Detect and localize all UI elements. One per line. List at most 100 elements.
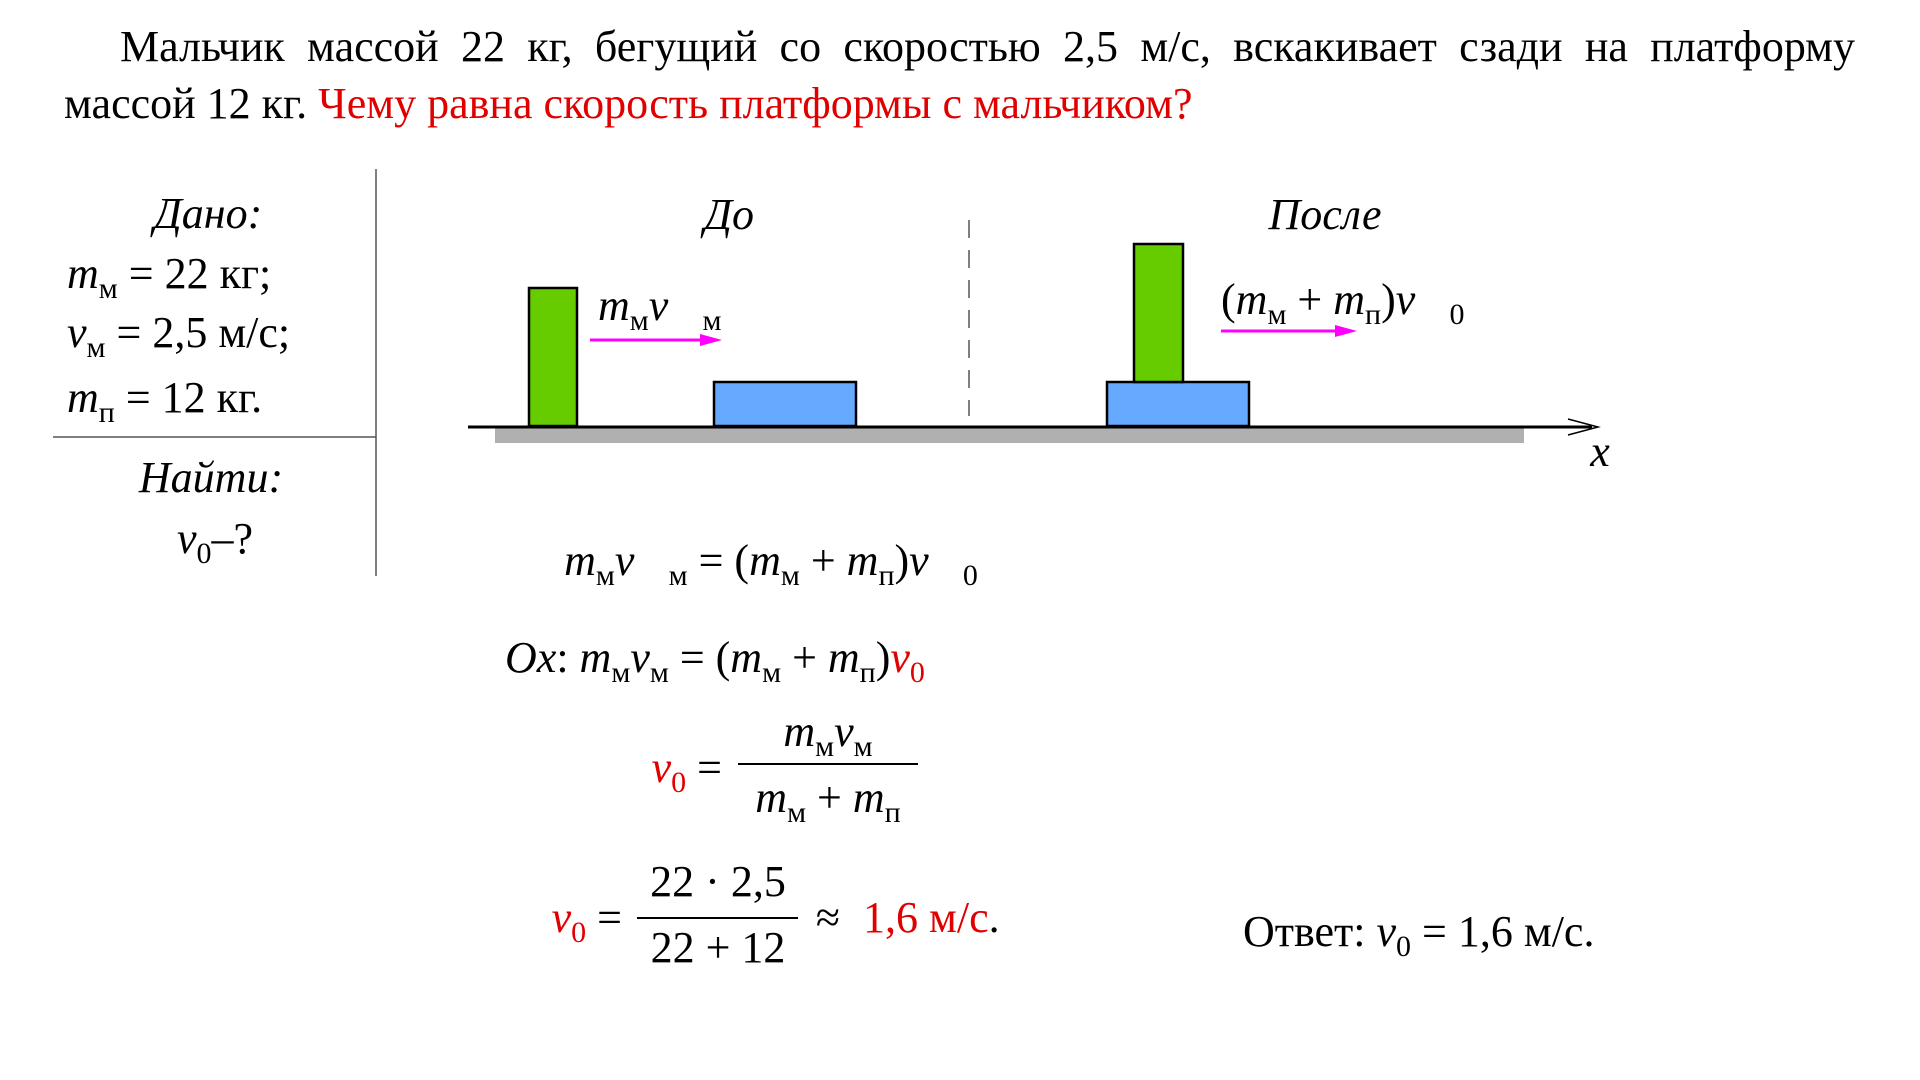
formula-part: 0 (571, 916, 586, 949)
formula-part: v (834, 707, 854, 756)
formula-part: + (800, 536, 847, 585)
formula-part: v (652, 743, 672, 792)
formula-part: ( (1221, 275, 1236, 324)
formula-part: m (580, 633, 612, 682)
formula-part: = 1,6 м/с. (1411, 907, 1594, 956)
formula-part: v (890, 633, 910, 682)
formula-part: 0 (197, 537, 212, 570)
formula-part: м (99, 272, 118, 305)
formula-part: 0 (963, 559, 978, 592)
formula-part: m (67, 373, 99, 422)
formula-part: ) (895, 536, 910, 585)
formula-part: 0 (910, 656, 925, 689)
formula-part: v⃗ (615, 536, 669, 585)
formula-part: 0 (671, 766, 686, 799)
formula-part: m (847, 536, 879, 585)
answer: Ответ: v0 = 1,6 м/с. (1243, 907, 1594, 963)
given-line: mм = 22 кг; (67, 249, 271, 305)
formula-part: м (815, 730, 834, 763)
eq4-numerator: 22 · 2,5 (650, 857, 786, 906)
given-line: mп = 12 кг. (67, 373, 262, 429)
formula-part: m (749, 536, 781, 585)
formula-part: m (1333, 275, 1365, 324)
formula-part: m (67, 249, 99, 298)
formula-part: –? (211, 514, 254, 563)
formula-part: m (828, 633, 860, 682)
formula-part: m (783, 707, 815, 756)
eq3-numerator: mмvм (783, 707, 872, 763)
platform-after (1105, 380, 1251, 428)
formula-part: v⃗ (909, 536, 963, 585)
eq3-lhs: v0 = (652, 743, 722, 799)
formula-part: = ( (669, 633, 730, 682)
formula-part: m (564, 536, 596, 585)
boy-before (527, 286, 579, 428)
find-title: Найти: (138, 453, 283, 502)
formula-part: м (854, 730, 873, 763)
formula-part: + (806, 773, 853, 822)
problem-text: Мальчик массой 22 кг, бегущий со скорост… (64, 18, 1855, 132)
result: 1,6 м/с (863, 893, 989, 942)
formula-part: 0 (1450, 298, 1465, 331)
formula-part: v (552, 893, 572, 942)
formula-part: m (730, 633, 762, 682)
formula-part: = 2,5 м/с; (106, 308, 291, 357)
boy-after (1132, 242, 1185, 384)
velocity-arrow-head (1335, 325, 1357, 337)
formula-part: v (177, 514, 197, 563)
eq4-lhs: v0 = (552, 893, 622, 949)
formula-part: v⃗ (649, 281, 703, 330)
formula-part: Ox (505, 633, 557, 682)
formula-part: м (596, 559, 615, 592)
formula-part: = (686, 743, 722, 792)
formula-part: ) (876, 633, 891, 682)
formula-part: м (669, 559, 688, 592)
find-line: v0–? (177, 514, 253, 570)
formula-part: m (1236, 275, 1268, 324)
ground (495, 426, 1524, 443)
formula-part: м (762, 656, 781, 689)
formula-part: п (885, 796, 901, 829)
formula-part: м (787, 796, 806, 829)
formula-part: м (611, 656, 630, 689)
formula-part: + (781, 633, 828, 682)
formula-part: m (598, 281, 630, 330)
eq4-denominator: 22 + 12 (651, 923, 786, 972)
problem-statement: Мальчик массой 22 кг, бегущий со скорост… (64, 22, 1855, 128)
before-title: До (700, 190, 754, 239)
given-line: vм = 2,5 м/с; (67, 308, 290, 364)
problem-question: Чему равна скорость платформы с мальчико… (318, 79, 1193, 128)
formula-part: = 12 кг. (115, 373, 262, 422)
formula-part: + (1286, 275, 1333, 324)
formula-part: 0 (1396, 930, 1411, 963)
velocity-arrow-head (700, 334, 722, 346)
formula-part: м (781, 559, 800, 592)
formula-part: = ( (688, 536, 749, 585)
eq4-result: 1,6 м/с. (863, 893, 1000, 942)
formula-part: v (630, 633, 650, 682)
formula-part: m (853, 773, 885, 822)
formula-part: м (703, 304, 722, 337)
axis-label: x (1589, 427, 1610, 476)
formula-part: m (755, 773, 787, 822)
formula-part: м (87, 331, 106, 364)
formula-part: м (1267, 298, 1286, 331)
x-axis-arrow (1567, 418, 1601, 436)
formula-part: п (860, 656, 876, 689)
formula-part: = 22 кг; (118, 249, 271, 298)
eq3-denominator: mм + mп (755, 773, 900, 829)
before-label: mмv⃗м (598, 281, 722, 337)
formula-part: м (650, 656, 669, 689)
after-label: (mм + mп)v⃗0 (1221, 275, 1465, 331)
formula-part: v⃗ (1396, 275, 1450, 324)
after-title: После (1267, 190, 1381, 239)
formula-part: п (878, 559, 894, 592)
formula-part: = (586, 893, 622, 942)
formula-part: Ответ: (1243, 907, 1377, 956)
formula-part: м (630, 304, 649, 337)
formula-part: п (99, 396, 115, 429)
period: . (989, 893, 1000, 942)
